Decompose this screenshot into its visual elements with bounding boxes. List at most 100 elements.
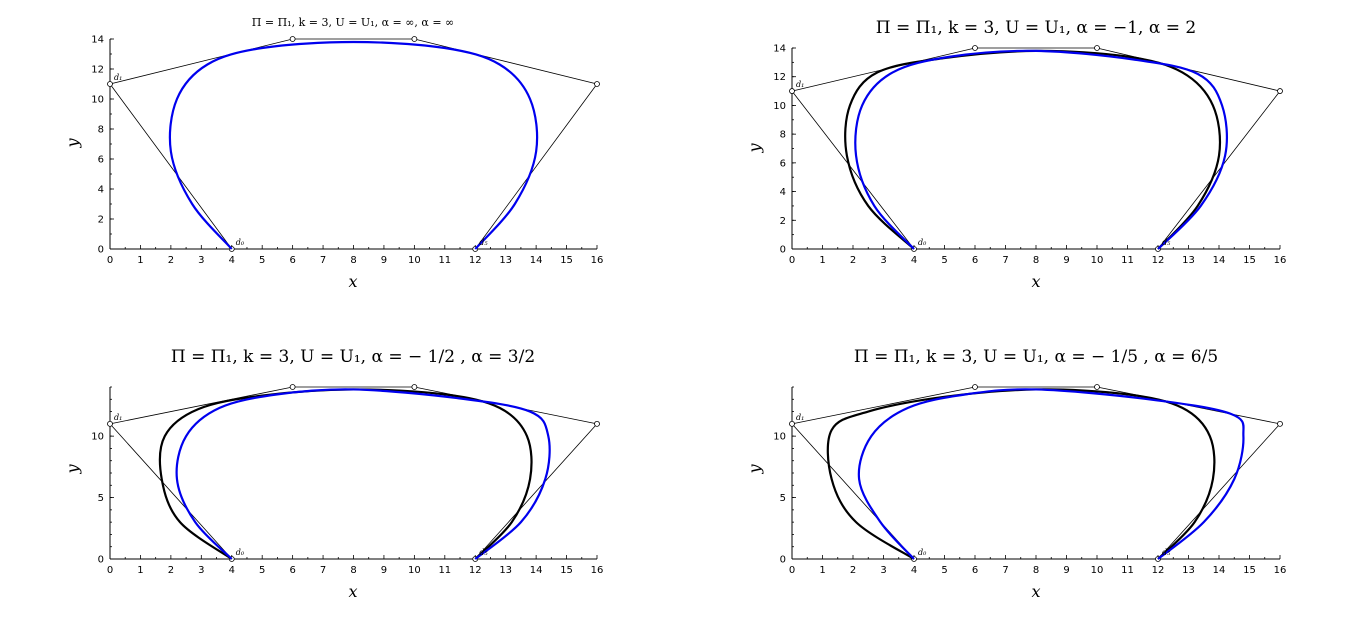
x-tick-label: 14 — [1213, 255, 1226, 266]
x-tick-label: 3 — [880, 565, 886, 576]
x-tick-label: 10 — [1091, 565, 1104, 576]
control-point-label: d₀ — [236, 548, 245, 557]
control-point-marker — [289, 36, 296, 42]
x-tick-label: 12 — [469, 565, 482, 576]
x-tick-label: 7 — [1002, 255, 1008, 266]
x-tick-label: 6 — [972, 565, 978, 576]
y-tick-label: 2 — [780, 216, 786, 227]
x-tick-label: 2 — [850, 255, 856, 266]
y-tick-label: 10 — [773, 101, 786, 112]
chart-title: Π = Π₁, k = 3, U = U₁, α = − 1/2 , α = 3… — [171, 347, 535, 367]
y-tick-label: 5 — [780, 493, 786, 504]
y-axis-label: y — [745, 464, 764, 475]
x-tick-label: 12 — [469, 255, 482, 266]
x-tick-label: 6 — [289, 565, 295, 576]
x-tick-label: 13 — [1182, 255, 1195, 266]
x-tick-label: 4 — [911, 255, 917, 266]
y-tick-label: 8 — [780, 130, 786, 141]
x-tick-label: 14 — [1213, 565, 1226, 576]
y-tick-label: 8 — [98, 125, 104, 136]
y-tick-label: 10 — [91, 95, 104, 106]
y-axis-label: y — [745, 143, 764, 154]
x-tick-label: 11 — [438, 565, 451, 576]
x-axis-label: x — [1031, 272, 1040, 291]
y-tick-label: 0 — [98, 245, 104, 256]
control-point-marker — [289, 384, 296, 390]
control-point-label: d₁ — [114, 413, 122, 422]
x-tick-label: 15 — [1243, 565, 1256, 576]
control-polygon — [109, 38, 598, 250]
x-axis-label: x — [1031, 582, 1040, 601]
x-tick-label: 6 — [289, 255, 295, 266]
y-tick-label: 4 — [98, 185, 104, 196]
x-tick-label: 0 — [789, 565, 795, 576]
x-tick-label: 11 — [438, 255, 451, 266]
control-point-label: d₀ — [918, 238, 927, 247]
x-tick-label: 5 — [259, 565, 265, 576]
x-tick-label: 10 — [1091, 255, 1104, 266]
subplot-bottom-right: Π = Π₁, k = 3, U = U₁, α = − 1/5 , α = 6… — [745, 347, 1286, 601]
subplot-top-left: Π = Π₁, k = 3, U = U₁, α = ∞, α = ∞ x y … — [63, 16, 603, 291]
y-tick-label: 5 — [98, 493, 104, 504]
y-tick-label: 2 — [98, 215, 104, 226]
y-tick-label: 10 — [91, 432, 104, 443]
x-tick-label: 5 — [259, 255, 265, 266]
control-point-marker — [1277, 88, 1283, 94]
curve-series-0 — [844, 49, 1222, 250]
x-tick-label: 1 — [137, 565, 143, 576]
subplot-bottom-left: Π = Π₁, k = 3, U = U₁, α = − 1/2 , α = 3… — [63, 347, 603, 601]
control-point-label: d₅ — [479, 238, 488, 247]
x-tick-label: 1 — [819, 565, 825, 576]
control-polygon — [791, 386, 1281, 560]
control-point-marker — [411, 384, 418, 390]
control-point-marker — [107, 81, 113, 87]
curve-series-1 — [175, 388, 551, 560]
x-tick-label: 9 — [1063, 255, 1069, 266]
y-tick-label: 14 — [91, 35, 104, 46]
x-tick-label: 10 — [408, 255, 421, 266]
x-tick-label: 8 — [350, 255, 356, 266]
y-tick-label: 12 — [773, 72, 786, 83]
control-point-marker — [972, 45, 978, 51]
curve-series-1 — [857, 388, 1245, 560]
control-point-marker — [1277, 420, 1283, 427]
y-tick-label: 0 — [780, 245, 786, 256]
x-tick-label: 0 — [789, 255, 795, 266]
x-tick-label: 0 — [107, 255, 113, 266]
x-tick-label: 1 — [137, 255, 143, 266]
x-tick-label: 14 — [530, 255, 543, 266]
x-tick-label: 13 — [1182, 565, 1195, 576]
x-tick-label: 7 — [320, 255, 326, 266]
x-tick-label: 16 — [1274, 255, 1287, 266]
control-point-label: d₅ — [479, 548, 488, 557]
curve-series-1 — [854, 49, 1229, 250]
x-tick-label: 9 — [381, 255, 387, 266]
control-point-marker — [1094, 45, 1100, 51]
x-tick-label: 9 — [1063, 565, 1069, 576]
x-tick-label: 10 — [408, 565, 421, 576]
chart-title: Π = Π₁, k = 3, U = U₁, α = − 1/5 , α = 6… — [854, 347, 1218, 367]
x-tick-label: 8 — [1033, 255, 1039, 266]
subplot-top-right: Π = Π₁, k = 3, U = U₁, α = −1, α = 2 x y… — [745, 18, 1286, 291]
x-tick-label: 14 — [530, 565, 543, 576]
x-tick-label: 12 — [1152, 565, 1165, 576]
control-point-label: d₅ — [1162, 238, 1171, 247]
x-tick-label: 7 — [320, 565, 326, 576]
x-tick-label: 16 — [591, 565, 604, 576]
control-point-label: d₀ — [918, 548, 927, 557]
x-tick-label: 2 — [168, 255, 174, 266]
chart-title: Π = Π₁, k = 3, U = U₁, α = ∞, α = ∞ — [252, 16, 454, 29]
control-point-marker — [789, 420, 795, 427]
x-tick-label: 1 — [819, 255, 825, 266]
y-tick-label: 12 — [91, 65, 104, 76]
x-tick-label: 12 — [1152, 255, 1165, 266]
y-axis-label: y — [63, 138, 82, 149]
x-axis-label: x — [348, 272, 357, 291]
curve-series-0 — [168, 40, 539, 250]
x-tick-label: 4 — [229, 255, 235, 266]
x-tick-label: 7 — [1002, 565, 1008, 576]
control-point-marker — [594, 81, 600, 87]
x-tick-label: 15 — [560, 565, 573, 576]
x-tick-label: 2 — [168, 565, 174, 576]
